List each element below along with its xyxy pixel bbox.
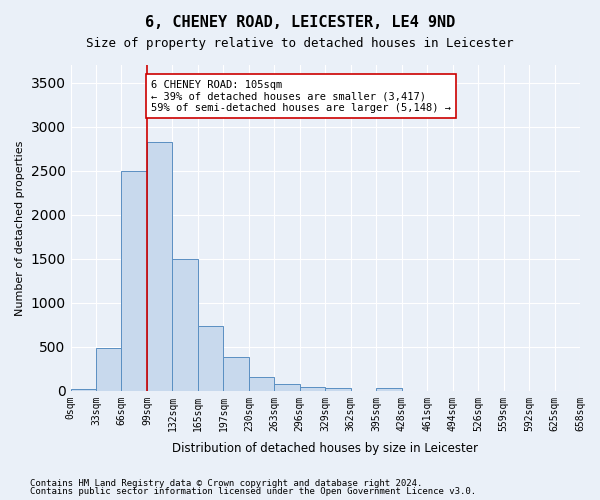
Bar: [325, 388, 351, 391]
Bar: [376, 388, 401, 391]
Bar: [172, 258, 198, 391]
Bar: [223, 358, 249, 391]
Text: Contains public sector information licensed under the Open Government Licence v3: Contains public sector information licen…: [30, 487, 476, 496]
X-axis label: Distribution of detached houses by size in Leicester: Distribution of detached houses by size …: [172, 442, 478, 455]
Bar: [121, 170, 147, 391]
Y-axis label: Number of detached properties: Number of detached properties: [15, 140, 25, 316]
Text: 6 CHENEY ROAD: 105sqm
← 39% of detached houses are smaller (3,417)
59% of semi-d: 6 CHENEY ROAD: 105sqm ← 39% of detached …: [151, 80, 451, 113]
Text: Size of property relative to detached houses in Leicester: Size of property relative to detached ho…: [86, 38, 514, 51]
Bar: [249, 377, 274, 391]
Bar: [71, 389, 96, 391]
Bar: [274, 384, 300, 391]
Bar: [300, 387, 325, 391]
Bar: [96, 348, 121, 391]
Text: Contains HM Land Registry data © Crown copyright and database right 2024.: Contains HM Land Registry data © Crown c…: [30, 478, 422, 488]
Bar: [147, 142, 172, 391]
Bar: [198, 326, 223, 391]
Text: 6, CHENEY ROAD, LEICESTER, LE4 9ND: 6, CHENEY ROAD, LEICESTER, LE4 9ND: [145, 15, 455, 30]
